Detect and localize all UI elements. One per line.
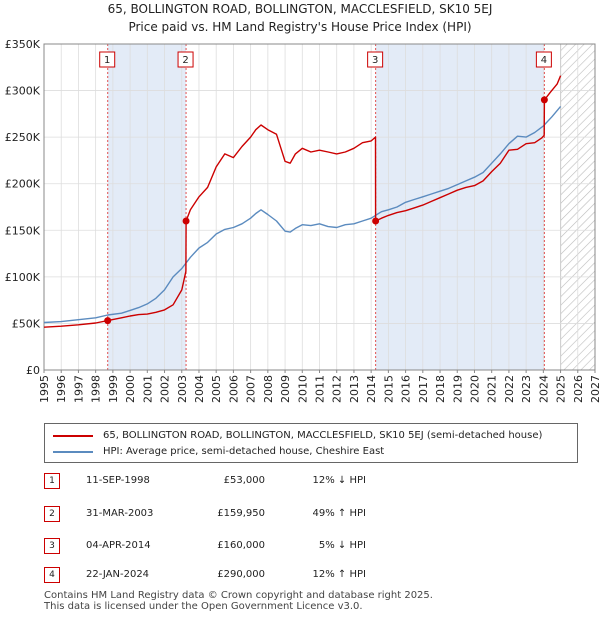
sale-number-label: 3 [372,55,378,66]
sale-hpi-diff: 5% ↓ HPI [318,540,366,551]
hpi-line [43,105,562,324]
sale-number-box: 3 [367,51,384,68]
x-tick-label: 2000 [124,375,137,403]
x-tick-label: 2006 [227,375,240,403]
sale-number-box-frame [177,51,194,68]
y-tick-label: £100K [5,271,41,284]
sale-number-label: 4 [541,55,547,66]
sale-row: 4 22-JAN-2024 £290,000 12% ↑ HPI [0,565,600,585]
x-tick-label: 2011 [314,375,327,403]
sale-number-badge: 2 [44,506,60,522]
sale-hpi-diff: 12% ↓ HPI [312,475,366,486]
x-tick-label: 2023 [520,375,533,403]
x-tick-label: 1996 [55,375,68,403]
sale-date: 11-SEP-1998 [86,475,150,486]
x-tick-label: 1997 [72,375,85,403]
sale-row: 1 11-SEP-1998 £53,000 12% ↓ HPI [0,471,600,491]
sale-number-badge: 1 [44,473,60,489]
x-tick-label: 2020 [468,375,481,403]
sale-price: £159,950 [217,508,265,519]
sale-point [540,96,548,104]
price-chart: £0 £50K £100K £150K £200K £250K £300K £350K 1995… [5,38,600,403]
sale-number-badge: 4 [44,567,60,583]
x-tick-label: 2024 [537,375,550,403]
x-tick-label: 2002 [159,375,172,403]
sale-number-label: 1 [104,55,110,66]
chart-subtitle: Price paid vs. HM Land Registry's House … [128,20,472,34]
x-tick-label: 2010 [296,375,309,403]
y-tick-label: £300K [5,85,41,98]
shaded-period [107,44,187,370]
x-tick-label: 2027 [589,375,600,403]
legend-swatch-price [53,435,93,437]
sale-date: 04-APR-2014 [86,540,151,551]
x-tick-label: 2021 [486,375,499,403]
sale-number-box: 4 [535,51,552,68]
sale-date: 31-MAR-2003 [86,508,154,519]
x-tick-label: 1998 [90,375,103,403]
x-tick-label: 2018 [434,375,447,403]
sale-number-label: 2 [182,55,188,66]
shaded-period [375,44,545,370]
sale-price: £160,000 [217,540,265,551]
x-tick-label: 2019 [451,375,464,403]
sale-point [104,317,112,325]
x-tick-label: 1995 [38,375,51,403]
x-tick-label: 2001 [141,375,154,403]
sale-row: 3 04-APR-2014 £160,000 5% ↓ HPI [0,536,600,556]
sale-price: £290,000 [217,569,265,580]
y-tick-label: £200K [5,178,41,191]
x-tick-label: 2013 [348,375,361,403]
chart-title: 65, BOLLINGTON ROAD, BOLLINGTON, MACCLES… [107,2,493,16]
x-tick-label: 2017 [417,375,430,403]
footer-copyright: Contains HM Land Registry data © Crown c… [44,590,433,601]
x-tick-label: 2008 [262,375,275,403]
sale-price: £53,000 [223,475,265,486]
sale-number-box-frame [99,51,116,68]
x-tick-label: 2014 [365,375,378,403]
x-tick-label: 2007 [245,375,258,403]
y-tick-label: £350K [5,38,41,51]
x-tick-label: 2022 [503,375,516,403]
sale-row: 2 31-MAR-2003 £159,950 49% ↑ HPI [0,504,600,524]
x-tick-label: 2015 [382,375,395,403]
sale-hpi-diff: 12% ↑ HPI [312,569,366,580]
x-tick-label: 2012 [331,375,344,403]
y-tick-label: £250K [5,131,41,144]
sale-date: 22-JAN-2024 [86,569,150,580]
x-tick-label: 2025 [555,375,568,403]
x-tick-label: 2005 [210,375,223,403]
legend-label-hpi: HPI: Average price, semi-detached house,… [103,446,385,457]
price-paid-line [43,75,562,328]
sale-number-box-frame [535,51,552,68]
x-tick-label: 2009 [279,375,292,403]
y-tick-label: £0 [26,364,40,377]
legend-label-price: 65, BOLLINGTON ROAD, BOLLINGTON, MACCLES… [103,430,543,441]
footer-licence: This data is licensed under the Open Gov… [44,601,363,612]
x-tick-label: 2026 [572,375,585,403]
y-tick-label: £150K [5,224,41,237]
sale-point [372,217,380,225]
legend-swatch-hpi [53,451,93,453]
x-tick-label: 1999 [107,375,120,403]
x-tick-label: 2004 [193,375,206,403]
sale-hpi-diff: 49% ↑ HPI [312,508,366,519]
sale-number-box: 2 [177,51,194,68]
sale-number-badge: 3 [44,538,60,554]
sale-point [182,217,190,225]
sale-number-box-frame [367,51,384,68]
sale-number-box: 1 [99,51,116,68]
y-tick-label: £50K [12,317,41,330]
x-tick-label: 2003 [176,375,189,403]
x-tick-label: 2016 [400,375,413,403]
chart-legend: 65, BOLLINGTON ROAD, BOLLINGTON, MACCLES… [44,423,578,463]
